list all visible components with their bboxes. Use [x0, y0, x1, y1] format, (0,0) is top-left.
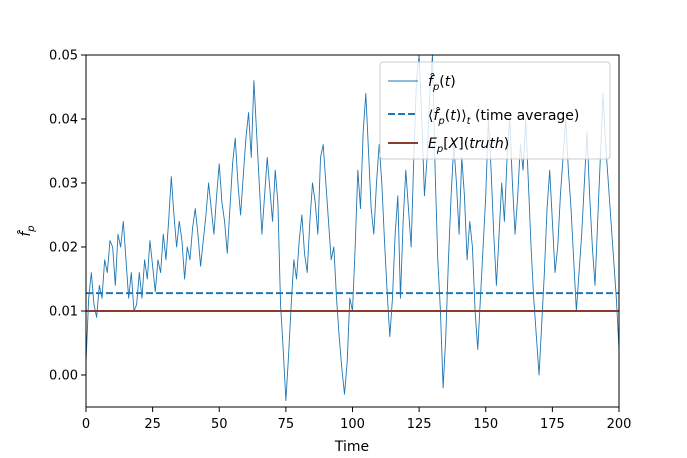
x-tick-label: 200 — [607, 417, 632, 432]
series-layer — [86, 55, 619, 402]
legend-entry-trace: f̂p(t) — [428, 73, 456, 93]
y-tick-label: 0.00 — [49, 369, 78, 384]
legend-entry-average: ⟨f̂p(t)⟩t (time average) — [428, 107, 579, 127]
y-tick-label: 0.04 — [49, 113, 78, 128]
y-tick-label: 0.03 — [49, 177, 78, 192]
y-tick-label: 0.02 — [49, 241, 78, 256]
y-tick-label: 0.01 — [49, 305, 78, 320]
x-tick-label: 0 — [82, 417, 90, 432]
x-tick-label: 25 — [144, 417, 161, 432]
x-tick-label: 150 — [473, 417, 498, 432]
x-tick-label: 75 — [278, 417, 295, 432]
x-tick-label: 50 — [211, 417, 228, 432]
x-axis-label: Time — [334, 439, 369, 455]
legend: f̂p(t) ⟨f̂p(t)⟩t (time average) Ep[X](tr… — [379, 61, 611, 160]
x-tick-label: 100 — [340, 417, 365, 432]
x-axis: 0 25 50 75 100 125 150 175 200 — [82, 407, 632, 432]
legend-entry-truth: Ep[X](truth) — [428, 136, 509, 155]
x-tick-label: 175 — [540, 417, 565, 432]
legend-box — [379, 61, 611, 160]
y-axis-label: f̂p — [17, 225, 37, 236]
x-tick-label: 125 — [407, 417, 432, 432]
y-axis: 0.00 0.01 0.02 0.03 0.04 0.05 — [49, 49, 86, 384]
y-tick-label: 0.05 — [49, 49, 78, 64]
